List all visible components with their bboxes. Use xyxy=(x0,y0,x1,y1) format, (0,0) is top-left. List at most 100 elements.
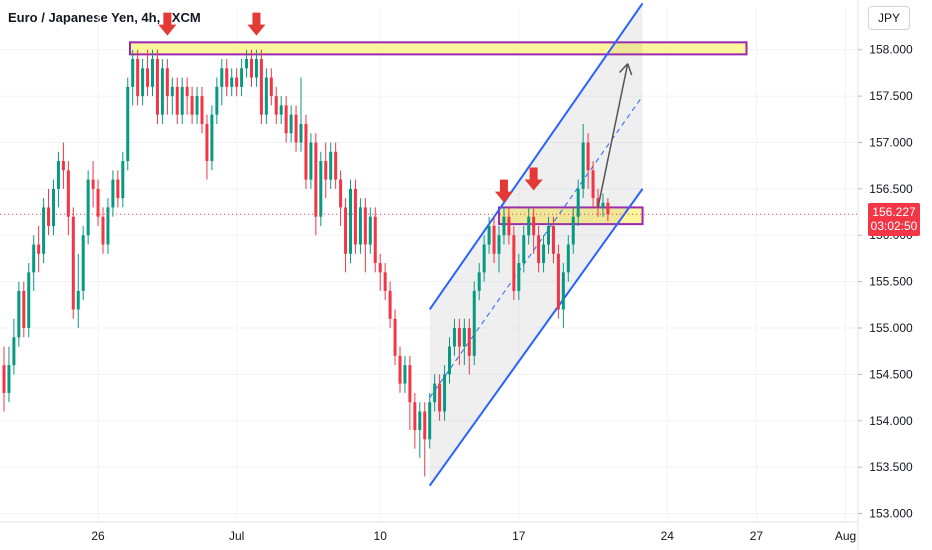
candles xyxy=(2,49,610,477)
candle-body xyxy=(487,225,491,245)
candle-body xyxy=(433,383,437,403)
candle-body xyxy=(190,96,194,115)
candle-body xyxy=(517,263,521,291)
time-axis[interactable]: 26 Jul 10 17 24 27 Aug xyxy=(0,521,858,543)
x-tick-label: 26 xyxy=(91,529,105,543)
candle-body xyxy=(264,77,268,115)
x-tick-label: 24 xyxy=(661,529,675,543)
candle-body xyxy=(299,123,303,143)
candle-body xyxy=(319,161,323,217)
countdown-timer: 03:02:50 xyxy=(870,219,918,233)
candle-body xyxy=(185,86,189,97)
candle-body xyxy=(443,374,447,412)
candle-body xyxy=(101,216,105,245)
candle-body xyxy=(339,179,343,208)
down-arrow-marker xyxy=(494,179,513,203)
candle-body xyxy=(324,161,328,180)
candle-body xyxy=(378,263,382,273)
candle-body xyxy=(309,142,313,180)
candle-body xyxy=(358,207,362,245)
candle-body xyxy=(279,105,283,115)
candle-body xyxy=(532,216,536,236)
candle-body xyxy=(289,114,293,134)
candle-body xyxy=(314,142,318,217)
candle-body xyxy=(349,188,352,254)
candle-body xyxy=(71,216,75,310)
candle-body xyxy=(284,105,288,134)
candle-body xyxy=(547,225,550,245)
projection-arrow-line xyxy=(597,63,629,208)
candle-body xyxy=(91,179,95,189)
candle-body xyxy=(17,290,21,338)
candle-body xyxy=(329,151,333,180)
candle-body xyxy=(507,216,511,236)
chart-title: Euro / Japanese Yen, 4h, FXCM xyxy=(8,10,201,25)
currency-selector[interactable]: JPY xyxy=(868,6,910,30)
candle-body xyxy=(551,225,555,254)
grid-lines xyxy=(0,8,858,522)
candle-body xyxy=(388,290,392,319)
projection-arrow-head xyxy=(626,63,633,76)
y-tick-label: 157.500 xyxy=(869,89,913,103)
y-tick-label: 157.000 xyxy=(869,135,913,149)
candle-body xyxy=(353,188,357,245)
candle-body xyxy=(47,207,51,226)
price-axis[interactable]: 153.000 153.500 154.000 154.500 155.000 155.5… xyxy=(857,0,913,550)
x-tick-label: 10 xyxy=(374,529,388,543)
candle-body xyxy=(121,161,125,199)
candle-body xyxy=(116,179,120,199)
candle-body xyxy=(52,188,55,226)
candle-body xyxy=(452,328,456,347)
candle-body xyxy=(601,202,605,208)
candle-body xyxy=(146,68,150,87)
candle-body xyxy=(606,202,610,215)
x-tick-label: 17 xyxy=(512,529,526,543)
candle-body xyxy=(27,272,31,328)
candle-body xyxy=(522,235,526,264)
overlay-annotations xyxy=(0,12,858,215)
candle-body xyxy=(131,59,135,87)
candle-body xyxy=(586,142,590,171)
candle-body xyxy=(457,328,461,347)
y-tick-label: 154.500 xyxy=(869,367,913,381)
candle-body xyxy=(170,86,174,97)
candle-body xyxy=(448,346,451,375)
candle-body xyxy=(294,114,298,143)
down-arrow-marker xyxy=(158,12,177,36)
candle-body xyxy=(230,77,234,87)
candle-body xyxy=(111,179,115,208)
candle-body xyxy=(240,68,244,87)
price-channel xyxy=(428,2,644,487)
candle-body xyxy=(462,328,466,347)
candle-body xyxy=(175,86,179,115)
candle-body xyxy=(215,86,219,115)
candle-body xyxy=(512,235,516,291)
channel-mid-line xyxy=(429,95,643,398)
y-tick-label: 153.000 xyxy=(869,507,913,521)
y-tick-label: 156.500 xyxy=(869,182,913,196)
candle-body xyxy=(245,59,249,69)
candle-body xyxy=(254,59,258,78)
candle-body xyxy=(136,59,140,97)
x-tick-label: Aug xyxy=(835,529,856,543)
candle-body xyxy=(581,142,585,189)
candle-body xyxy=(274,96,278,115)
candle-body xyxy=(418,411,422,431)
candle-body xyxy=(225,68,229,87)
candle-body xyxy=(393,318,397,356)
candle-body xyxy=(428,402,432,440)
candle-body xyxy=(76,290,80,310)
candle-body xyxy=(250,59,253,78)
down-arrow-marker xyxy=(524,167,543,191)
candle-body xyxy=(561,272,565,310)
candle-body xyxy=(373,216,377,264)
candle-body xyxy=(537,235,541,264)
candle-body xyxy=(497,235,501,254)
candle-body xyxy=(576,188,580,217)
candle-body xyxy=(165,68,169,97)
candle-body xyxy=(96,188,100,217)
candle-body xyxy=(334,151,338,180)
candle-body xyxy=(556,253,560,310)
candle-body xyxy=(195,96,199,115)
